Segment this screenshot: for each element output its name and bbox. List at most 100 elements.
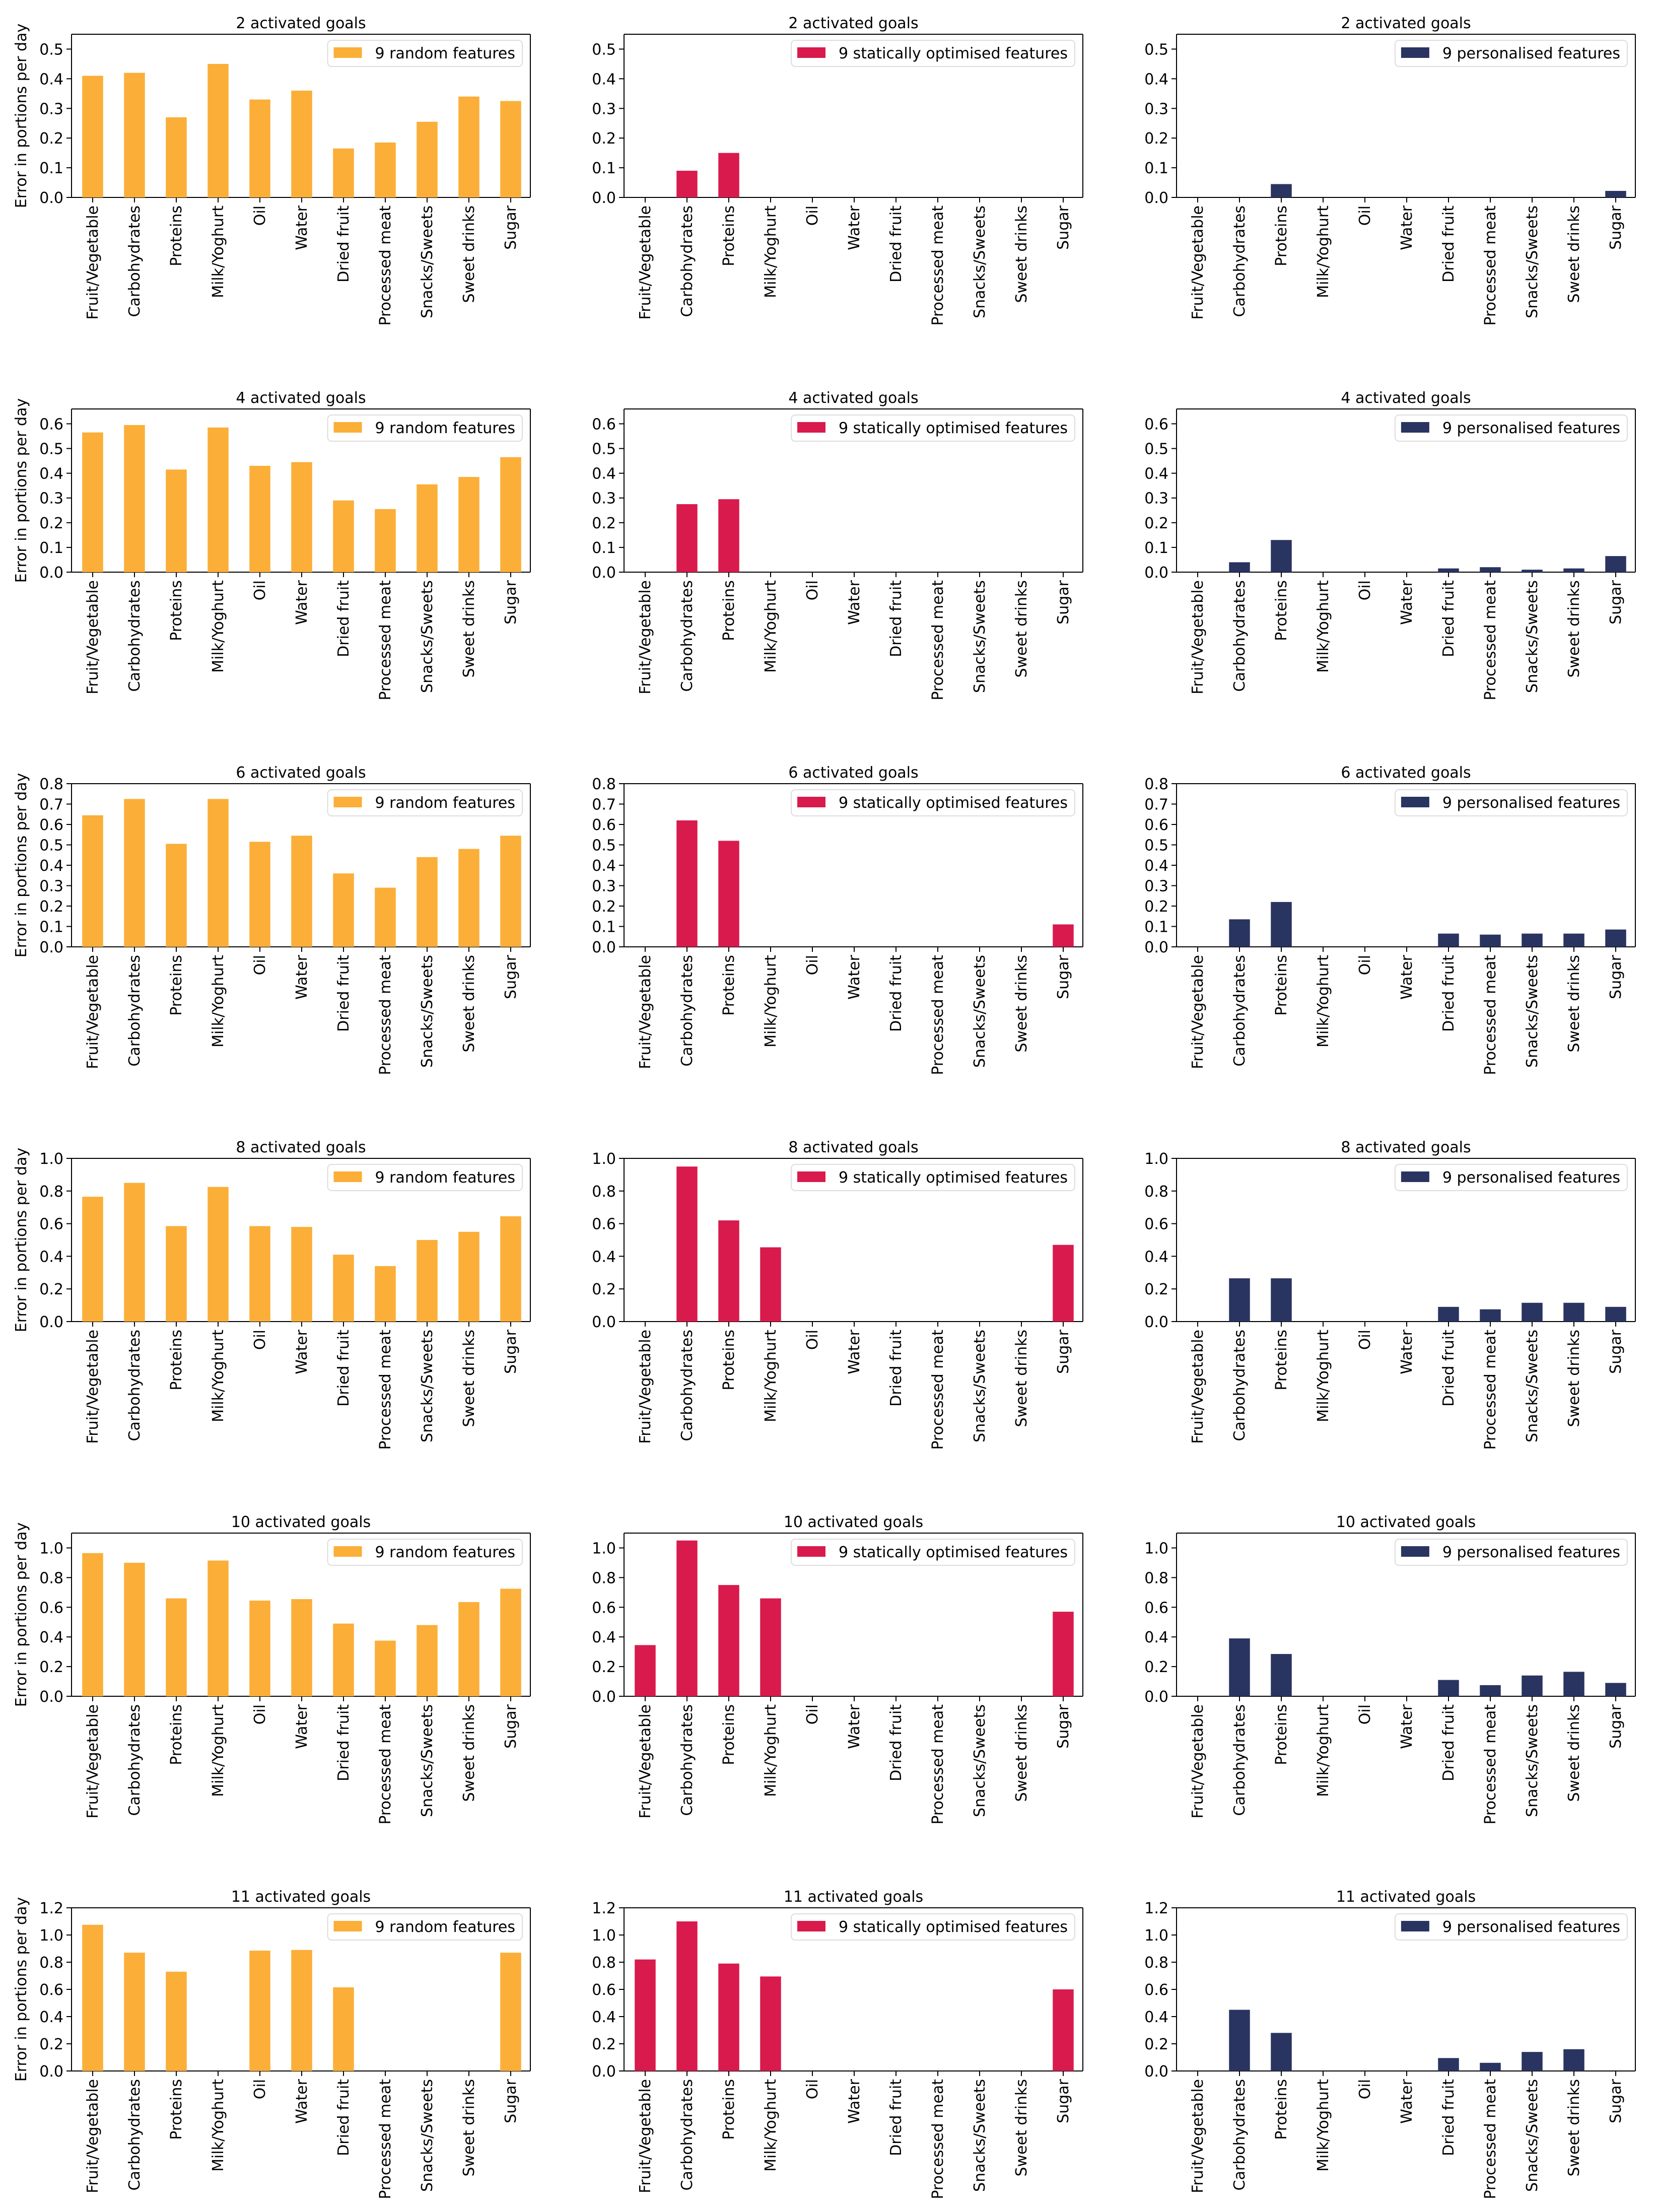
y-tick-label: 0.0 bbox=[1144, 189, 1168, 207]
bar-sweet-drinks bbox=[1563, 933, 1584, 947]
legend-frame bbox=[327, 1539, 523, 1566]
y-tick-label: 0.2 bbox=[1144, 1658, 1168, 1676]
subplot-6-3: 11 activated goals 0.0 0.2 0.4 0.6 0.8 1.0 1.2 F… bbox=[1144, 1888, 1636, 2199]
x-tick-label: Fruit/Vegetable bbox=[84, 2079, 102, 2193]
x-tick-label: Carbohydrates bbox=[126, 580, 144, 692]
x-tick-label: Sweet drinks bbox=[1013, 1704, 1030, 1802]
legend: 9 statically optimised features bbox=[791, 414, 1075, 442]
bar-snacks-sweets bbox=[417, 857, 438, 947]
bar-fruit-vegetable bbox=[82, 1553, 103, 1696]
y-tick-label: 1.2 bbox=[592, 1900, 616, 1917]
x-tick-label: Proteins bbox=[1273, 1704, 1290, 1765]
legend: 9 random features bbox=[327, 1539, 523, 1566]
bar-water bbox=[291, 462, 312, 572]
x-tick-label: Oil bbox=[1356, 2079, 1374, 2099]
x-tick-label: Sweet drinks bbox=[1013, 2079, 1030, 2177]
bar-carbohydrates bbox=[124, 73, 145, 197]
y-tick-label: 0.3 bbox=[592, 100, 616, 118]
legend-frame bbox=[791, 1539, 1075, 1566]
bar-snacks-sweets bbox=[1522, 1302, 1543, 1322]
y-tick-label: 0.2 bbox=[592, 130, 616, 148]
bar-carbohydrates bbox=[124, 1183, 145, 1322]
bar-proteins bbox=[1271, 902, 1292, 947]
bar-carbohydrates bbox=[676, 1921, 698, 2071]
legend-frame bbox=[327, 40, 523, 67]
bar-oil bbox=[249, 842, 270, 947]
x-tick-label: Oil bbox=[1356, 955, 1374, 975]
legend: 9 personalised features bbox=[1394, 40, 1628, 67]
bar-fruit-vegetable bbox=[635, 1959, 656, 2071]
x-tick-label: Processed meat bbox=[377, 2079, 394, 2199]
bar-water bbox=[291, 90, 312, 197]
legend-swatch bbox=[333, 422, 362, 433]
subplot-3-3: 6 activated goals 0.0 0.1 0.2 0.3 0.4 0.5 0.6 0.… bbox=[1144, 764, 1636, 1075]
y-tick-label: 0.6 bbox=[39, 816, 63, 834]
bar-dried-fruit bbox=[333, 873, 354, 947]
y-tick-label: 0.2 bbox=[39, 130, 63, 148]
legend-label: 9 personalised features bbox=[1442, 1918, 1620, 1936]
bar-carbohydrates bbox=[676, 820, 698, 947]
bar-snacks-sweets bbox=[417, 484, 438, 572]
bar-carbohydrates bbox=[124, 425, 145, 572]
y-tick-label: 0.6 bbox=[592, 816, 616, 834]
bar-sweet-drinks bbox=[1563, 1302, 1584, 1322]
y-tick-label: 0.5 bbox=[592, 441, 616, 458]
x-tick-label: Processed meat bbox=[377, 580, 394, 701]
legend: 9 random features bbox=[327, 1913, 523, 1941]
bar-proteins bbox=[1271, 184, 1292, 197]
y-tick-label: 0.8 bbox=[1144, 776, 1168, 793]
y-tick-label: 0.8 bbox=[592, 1183, 616, 1201]
x-tick-label: Fruit/Vegetable bbox=[1189, 580, 1207, 695]
bar-sugar bbox=[500, 836, 521, 947]
subplot-title: 4 activated goals bbox=[788, 389, 918, 407]
y-tick-label: 0.3 bbox=[1144, 100, 1168, 118]
x-tick-label: Fruit/Vegetable bbox=[84, 205, 102, 320]
x-tick-label: Processed meat bbox=[377, 205, 394, 326]
legend-label: 9 personalised features bbox=[1442, 45, 1620, 62]
bar-snacks-sweets bbox=[1522, 570, 1543, 572]
legend: 9 random features bbox=[327, 1164, 523, 1191]
bar-milk-yoghurt bbox=[208, 63, 229, 197]
x-tick-label: Fruit/Vegetable bbox=[637, 1704, 654, 1819]
bar-proteins bbox=[166, 117, 187, 197]
x-tick-label: Snacks/Sweets bbox=[419, 2079, 436, 2192]
x-tick-label: Sugar bbox=[502, 1329, 520, 1373]
y-tick-label: 0.0 bbox=[1144, 1688, 1168, 1706]
y-tick-label: 0.8 bbox=[592, 1954, 616, 1972]
x-tick-label: Oil bbox=[804, 955, 821, 975]
y-tick-label: 1.0 bbox=[39, 1927, 63, 1945]
y-tick-label: 0.4 bbox=[39, 465, 63, 483]
subplot-4-1: 8 activated goals 0.0 0.2 0.4 0.6 0.8 1.0 Error… bbox=[13, 1139, 531, 1450]
bar-snacks-sweets bbox=[417, 1240, 438, 1322]
y-tick-label: 0.8 bbox=[1144, 1954, 1168, 1972]
x-tick-label: Water bbox=[846, 1704, 863, 1749]
legend-swatch bbox=[1401, 47, 1429, 58]
legend-swatch bbox=[1401, 1921, 1429, 1931]
y-tick-label: 0.6 bbox=[1144, 1981, 1168, 1999]
bar-carbohydrates bbox=[676, 504, 698, 572]
x-tick-label: Dried fruit bbox=[335, 1330, 353, 1407]
x-tick-label: Water bbox=[293, 580, 311, 625]
x-tick-label: Snacks/Sweets bbox=[1524, 2079, 1541, 2192]
legend-label: 9 personalised features bbox=[1442, 1169, 1620, 1187]
x-tick-label: Snacks/Sweets bbox=[971, 955, 989, 1068]
legend-swatch bbox=[797, 1921, 825, 1931]
legend-label: 9 statically optimised features bbox=[839, 45, 1068, 62]
legend-swatch bbox=[333, 1171, 362, 1182]
y-tick-label: 1.2 bbox=[1144, 1900, 1168, 1917]
x-tick-label: Sugar bbox=[1055, 580, 1072, 624]
bar-proteins bbox=[1271, 540, 1292, 572]
y-tick-label: 1.0 bbox=[1144, 1540, 1168, 1557]
legend-frame bbox=[1394, 1539, 1628, 1566]
bar-sugar bbox=[1053, 924, 1074, 947]
x-tick-label: Oil bbox=[251, 2079, 269, 2099]
x-tick-label: Dried fruit bbox=[335, 205, 353, 283]
bar-milk-yoghurt bbox=[760, 1976, 781, 2071]
bar-water bbox=[291, 1227, 312, 1322]
x-tick-label: Milk/Yoghurt bbox=[1315, 580, 1332, 673]
y-tick-label: 0.4 bbox=[1144, 1629, 1168, 1646]
y-tick-label: 0.5 bbox=[39, 41, 63, 58]
x-tick-label: Dried fruit bbox=[887, 1330, 905, 1407]
y-tick-label: 0.3 bbox=[39, 878, 63, 895]
